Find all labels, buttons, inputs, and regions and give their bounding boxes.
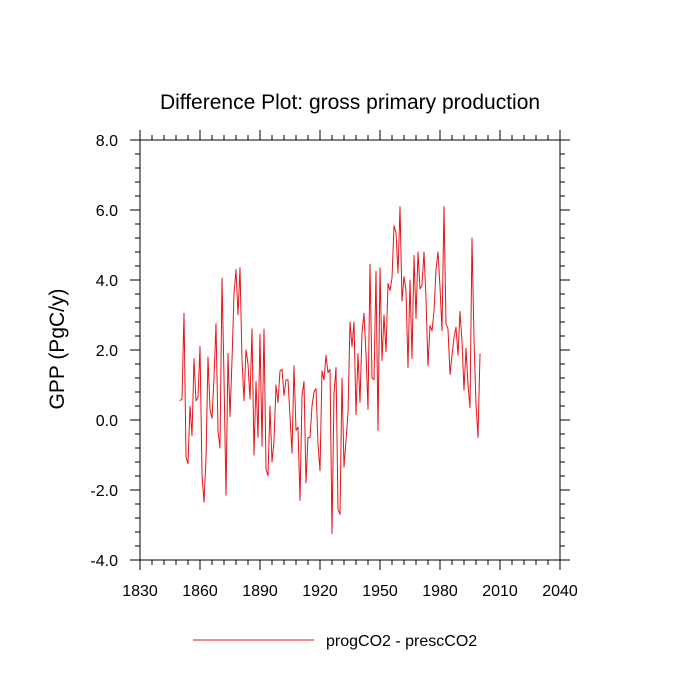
plot-frame (139, 139, 561, 561)
x-tick-label: 1950 (362, 583, 398, 600)
chart-title: Difference Plot: gross primary productio… (160, 91, 540, 114)
y-axis-label: GPP (PgC/y) (46, 289, 69, 410)
legend: progCO2 - prescCO2 (193, 633, 477, 650)
legend-label: progCO2 - prescCO2 (326, 633, 477, 650)
y-tick-label: -4.0 (90, 553, 118, 570)
y-tick-label: 6.0 (96, 203, 118, 220)
x-tick-label: 1980 (422, 583, 458, 600)
y-tick-label: 8.0 (96, 133, 118, 150)
data-series (179, 206, 481, 535)
y-tick-labels: -4.0 -2.0 0.0 2.0 4.0 6.0 8.0 (90, 133, 118, 570)
y-tick-label: 0.0 (96, 413, 118, 430)
x-tick-label: 1890 (242, 583, 278, 600)
y-tick-label: 2.0 (96, 343, 118, 360)
x-tick-label: 1830 (122, 583, 158, 600)
x-tick-label: 2040 (542, 583, 578, 600)
x-tick-label: 1920 (302, 583, 338, 600)
x-tick-label: 1860 (182, 583, 218, 600)
x-tick-label: 2010 (482, 583, 518, 600)
series-line-progco2-minus-prescco2 (179, 206, 481, 535)
y-tick-label: -2.0 (90, 483, 118, 500)
x-tick-labels: 1830 1860 1890 1920 1950 1980 2010 2040 (122, 583, 578, 600)
y-tick-label: 4.0 (96, 273, 118, 290)
axis-ticks (130, 130, 570, 570)
